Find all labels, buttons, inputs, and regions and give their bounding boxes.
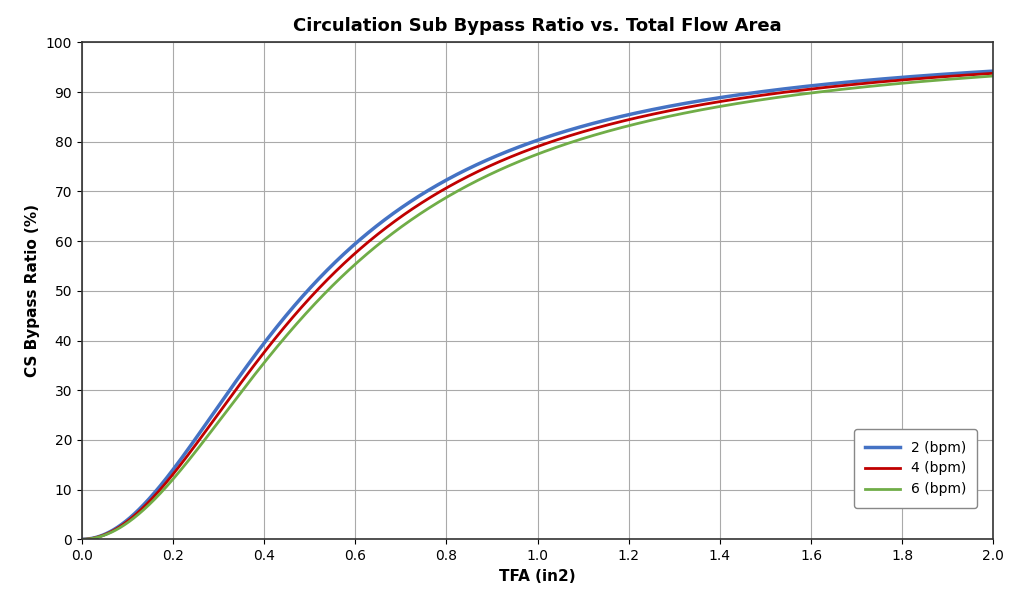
6 (bpm) <box>961 75 973 82</box>
2 (bpm) <box>794 84 806 91</box>
4 (bpm) <box>961 72 973 79</box>
4 (bpm) <box>495 158 507 165</box>
4 (bpm) <box>794 87 806 94</box>
Line: 4 (bpm): 4 (bpm) <box>82 73 993 539</box>
6 (bpm) <box>76 536 88 543</box>
4 (bpm) <box>961 72 973 79</box>
4 (bpm) <box>519 147 531 155</box>
4 (bpm) <box>122 517 134 524</box>
6 (bpm) <box>794 91 806 98</box>
Line: 6 (bpm): 6 (bpm) <box>82 76 993 539</box>
Title: Circulation Sub Bypass Ratio vs. Total Flow Area: Circulation Sub Bypass Ratio vs. Total F… <box>293 18 782 35</box>
6 (bpm) <box>495 165 507 173</box>
Y-axis label: CS Bypass Ratio (%): CS Bypass Ratio (%) <box>26 204 40 378</box>
6 (bpm) <box>519 155 531 162</box>
2 (bpm) <box>76 536 88 543</box>
2 (bpm) <box>519 141 531 148</box>
2 (bpm) <box>122 516 134 523</box>
2 (bpm) <box>495 150 507 158</box>
4 (bpm) <box>987 70 999 77</box>
6 (bpm) <box>122 519 134 526</box>
4 (bpm) <box>76 536 88 543</box>
Line: 2 (bpm): 2 (bpm) <box>82 71 993 539</box>
X-axis label: TFA (in2): TFA (in2) <box>500 568 575 584</box>
Legend: 2 (bpm), 4 (bpm), 6 (bpm): 2 (bpm), 4 (bpm), 6 (bpm) <box>854 430 977 508</box>
2 (bpm) <box>961 69 973 76</box>
2 (bpm) <box>987 67 999 75</box>
6 (bpm) <box>961 75 973 82</box>
6 (bpm) <box>987 72 999 79</box>
2 (bpm) <box>961 69 973 76</box>
